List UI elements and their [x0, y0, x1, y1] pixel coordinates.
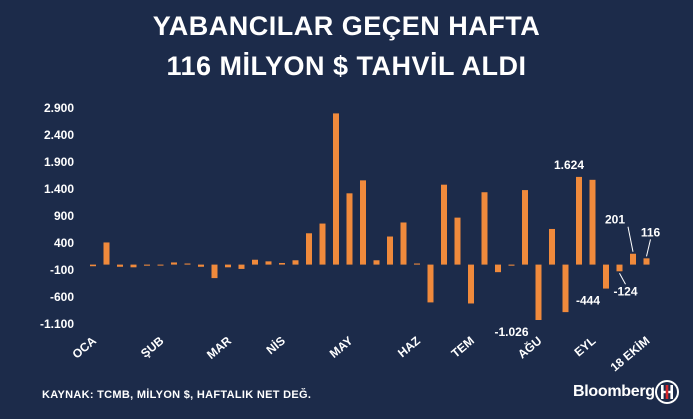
y-tick-label: 2.900: [44, 101, 74, 115]
bar: [427, 264, 434, 303]
bar: [211, 264, 218, 279]
leader-line: [646, 239, 651, 257]
bar: [292, 260, 299, 265]
bar: [279, 262, 285, 265]
x-tick-label: MAR: [204, 333, 234, 362]
x-tick-label: HAZ: [395, 334, 423, 361]
bar: [589, 179, 596, 265]
x-tick-label: EYL: [572, 334, 599, 360]
bar: [603, 264, 609, 289]
bar: [360, 180, 366, 265]
source-note: KAYNAK: TCMB, MİLYON $, HAFTALIK NET DEĞ…: [42, 389, 312, 401]
annotations-group: 1.624 -1.026 -444 -124 201 116: [494, 158, 660, 339]
bar: [414, 263, 420, 265]
x-tick-label: 18 EKİM: [607, 333, 652, 375]
bar: [90, 264, 96, 267]
y-tick-label: 900: [54, 209, 74, 223]
x-axis: OCA ŞUB MAR NİS MAY HAZ TEM AĞU EYL 18 EKİM: [69, 333, 652, 375]
bar: [441, 184, 447, 265]
bar: [171, 262, 177, 265]
y-tick-label: 1.900: [44, 155, 74, 169]
bar: [400, 222, 407, 265]
y-tick-label: -1.100: [40, 317, 74, 331]
x-tick-label: TEM: [449, 334, 477, 361]
y-tick-label: 2.400: [44, 128, 74, 142]
data-label: 116: [641, 225, 661, 239]
bar: [333, 113, 339, 265]
bar: [198, 264, 204, 267]
bar: [184, 263, 191, 265]
bar: [144, 264, 150, 266]
leader-line: [619, 273, 626, 285]
y-tick-label: -600: [50, 290, 74, 304]
bar: [130, 264, 137, 268]
bar: [549, 228, 555, 265]
data-label: 1.624: [554, 158, 584, 172]
y-tick-label: -100: [50, 263, 74, 277]
bar: [576, 176, 582, 265]
x-tick-label: MAY: [327, 334, 356, 361]
chart-title-line1: YABANCILAR GEÇEN HAFTA: [152, 11, 541, 41]
data-label: 201: [605, 213, 625, 227]
bar: [468, 264, 474, 304]
x-tick-label: OCA: [69, 333, 99, 361]
bar: [508, 264, 515, 266]
bar: [306, 233, 312, 265]
bar: [616, 264, 623, 272]
bar: [454, 217, 461, 265]
bar: [535, 264, 542, 321]
bar: [319, 223, 326, 265]
bar: [481, 192, 488, 265]
bar: [103, 242, 110, 265]
bar: [238, 264, 245, 269]
bar: [346, 193, 353, 265]
y-axis: 2.900 2.400 1.900 1.400 900 400 -100 -600 -1.100: [40, 101, 74, 331]
leader-line: [627, 226, 634, 252]
bar: [225, 264, 231, 268]
bar: [252, 259, 258, 265]
bar: [630, 253, 636, 265]
bar: [157, 264, 164, 266]
bar: [387, 236, 393, 265]
bar: [117, 264, 123, 267]
bar: [265, 261, 272, 265]
bar: [562, 264, 569, 313]
data-label: -444: [576, 294, 600, 308]
bar: [495, 264, 501, 273]
x-tick-label: ŞUB: [138, 333, 167, 360]
bar: [522, 190, 528, 265]
bar: [643, 258, 650, 265]
data-label: -1.026: [494, 325, 528, 339]
ht-logo-icon: [655, 380, 679, 404]
chart-title-line2: 116 MİLYON $ TAHVİL ALDI: [166, 51, 527, 81]
data-label: -124: [613, 284, 637, 298]
bar: [373, 260, 380, 265]
x-tick-label: NİS: [263, 333, 288, 357]
y-tick-label: 400: [54, 236, 74, 250]
bars-group: [90, 113, 650, 321]
brand-name: Bloomberg: [573, 383, 655, 400]
y-tick-label: 1.400: [44, 182, 74, 196]
